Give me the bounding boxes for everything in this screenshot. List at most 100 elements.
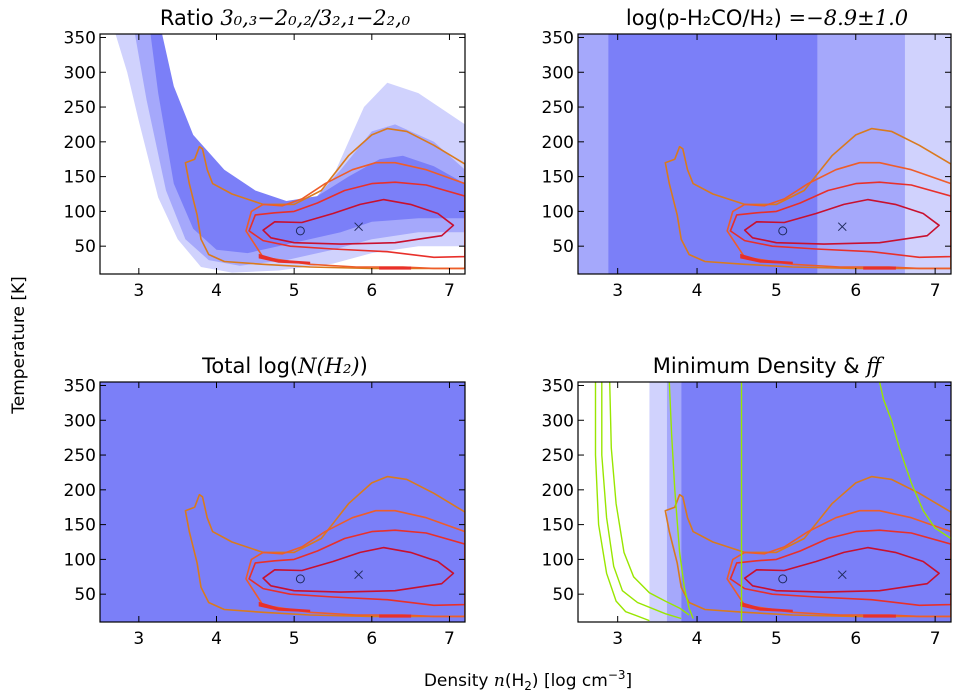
panel-title: Minimum Density & ff [653, 354, 885, 378]
y-tick-label: 150 [64, 168, 96, 188]
vband-2 [817, 34, 905, 274]
vband-1 [608, 34, 818, 274]
x-marker-stroke-b [354, 570, 363, 580]
floor-contour-0 [740, 601, 793, 613]
y-tick-label: 300 [542, 411, 574, 431]
panel-ratio: 3 4 5 6 7 50 100 150 200 250 300 350 Ratio 3₀,₃−2₀,₂… [64, 6, 466, 301]
panel-title-text: Total log( [201, 354, 298, 378]
x-tick-label: 6 [366, 629, 377, 649]
floor-contour-0 [258, 601, 311, 613]
panel-title: Total log(N(H₂)) [201, 354, 368, 378]
contour-level-4 [262, 198, 455, 245]
panel-title-math: ff [864, 354, 884, 378]
x-tick-label: 6 [366, 281, 377, 301]
plot-frame [99, 33, 466, 275]
y-tick-label: 200 [542, 481, 574, 501]
x-marker-stroke-b [837, 222, 847, 232]
confidence-band-dark [150, 34, 465, 254]
y-tick-label: 200 [64, 133, 96, 153]
vband-2 [666, 382, 682, 622]
plot-frame [99, 381, 466, 623]
y-axis-label: Temperature [K] [9, 276, 29, 415]
panel-title-math: 3₀,₃−2₀,₂/3₂,₁−2₂,₀ [220, 6, 410, 30]
floor-contour-0 [258, 253, 311, 265]
x-tick-label: 7 [444, 629, 455, 649]
contour-level-3 [729, 181, 951, 259]
y-tick-label: 50 [74, 585, 96, 605]
y-tick-label: 200 [64, 481, 96, 501]
x-tick-label: 3 [612, 281, 623, 301]
best-fit-x-marker [837, 570, 847, 580]
y-tick-label: 50 [552, 585, 574, 605]
y-tick-label: 150 [542, 168, 574, 188]
y-tick-label: 100 [542, 202, 574, 222]
best-fit-circle-marker [778, 574, 788, 584]
contour-level-2 [245, 509, 465, 618]
x-tick-label: 7 [930, 629, 941, 649]
x-tick-label: 5 [771, 281, 782, 301]
y-tick-label: 100 [64, 550, 96, 570]
y-tick-label: 250 [542, 446, 574, 466]
y-tick-label: 250 [64, 98, 96, 118]
y-tick-label: 300 [64, 411, 96, 431]
panel-min-density-ff: 3 4 5 6 7 50 100 150 200 250 300 350 Minimum Density… [542, 354, 952, 649]
filling-factor-line-1 [601, 382, 682, 620]
x-axis-label: Density n(H2) [log cm−3] [424, 668, 632, 693]
contour-level-1 [184, 475, 465, 618]
contour-level-1 [664, 475, 951, 618]
x-tick-label: 5 [289, 281, 300, 301]
y-tick-label: 350 [64, 376, 96, 396]
x-tick-label: 6 [850, 629, 861, 649]
contour-level-2 [726, 161, 951, 270]
x-tick-label: 7 [930, 281, 941, 301]
x-marker-stroke-b [837, 570, 847, 580]
y-tick-label: 100 [64, 202, 96, 222]
best-fit-x-marker [837, 222, 847, 232]
panel-abundance: 3 4 5 6 7 50 100 150 200 250 300 350 log(p-H₂CO/H₂) … [542, 6, 952, 301]
x-tick-label: 5 [771, 629, 782, 649]
x-tick-label: 3 [133, 629, 144, 649]
y-tick-label: 250 [64, 446, 96, 466]
contour-level-1 [184, 127, 465, 270]
y-tick-label: 250 [542, 98, 574, 118]
contour-level-4 [743, 546, 940, 593]
x-marker-stroke-b [354, 222, 363, 232]
contour-level-4 [262, 546, 455, 593]
x-tick-label: 5 [289, 629, 300, 649]
background-fill [100, 382, 465, 622]
x-tick-label: 4 [692, 281, 703, 301]
y-tick-label: 300 [64, 63, 96, 83]
y-tick-label: 150 [64, 516, 96, 536]
floor-contour-1 [379, 614, 412, 618]
vband-1 [649, 382, 667, 622]
best-fit-circle-marker [295, 226, 305, 236]
y-tick-label: 350 [64, 28, 96, 48]
vband-0 [578, 34, 609, 274]
panel-column-density: 3 4 5 6 7 50 100 150 200 250 300 350 Total log(N(H₂)… [64, 354, 466, 649]
x-tick-label: 4 [211, 281, 222, 301]
best-fit-x-marker [354, 222, 363, 232]
contour-level-3 [248, 529, 465, 607]
x-tick-label: 4 [692, 629, 703, 649]
panel-title-suffix: ) [360, 354, 368, 378]
plot-area [100, 382, 465, 622]
y-tick-label: 50 [74, 237, 96, 257]
floor-contour-1 [379, 266, 412, 270]
contour-level-4 [743, 198, 940, 245]
y-tick-label: 200 [542, 133, 574, 153]
best-fit-circle-marker [778, 226, 788, 236]
panel-title-math: N(H₂) [297, 354, 360, 378]
y-tick-label: 100 [542, 550, 574, 570]
plot-area [115, 34, 465, 273]
panel-title-text: Ratio [160, 6, 221, 30]
contour-level-3 [248, 181, 465, 259]
panel-title: log(p-H₂CO/H₂) =−8.9±1.0 [626, 6, 908, 30]
x-tick-label: 6 [850, 281, 861, 301]
y-tick-label: 300 [542, 63, 574, 83]
contour-level-3 [729, 529, 951, 607]
plot-frame [577, 381, 952, 623]
best-fit-circle-marker [295, 574, 305, 584]
vband-3 [681, 382, 951, 622]
contour-level-2 [726, 509, 951, 618]
